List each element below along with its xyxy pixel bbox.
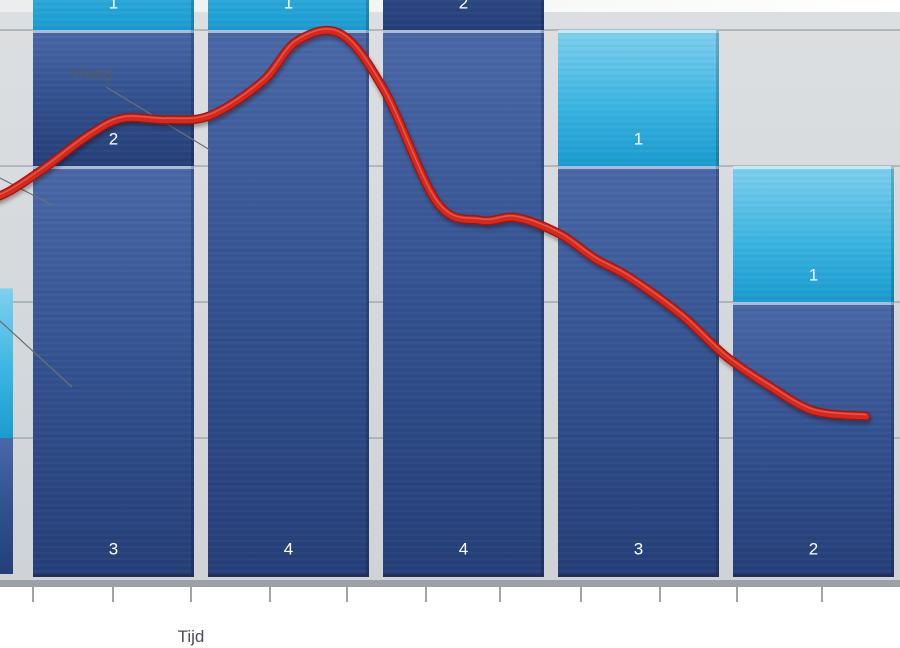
bar-segment-texture xyxy=(383,30,544,574)
bar-segment-highlight xyxy=(33,30,194,33)
x-axis-line xyxy=(0,580,900,587)
bar-segment-texture xyxy=(558,30,719,166)
bar-segment-texture xyxy=(383,0,544,30)
bar: 31 xyxy=(558,30,719,577)
x-axis-ticks xyxy=(32,587,823,602)
bar-segment xyxy=(0,438,13,574)
bar-segment xyxy=(0,288,13,438)
bar-value-label: 2 xyxy=(459,0,468,12)
bar-segment-shade xyxy=(716,166,719,574)
bar-segment-shade xyxy=(366,0,369,30)
line-label: Vraag xyxy=(70,65,112,82)
bar-segment-shade xyxy=(366,30,369,574)
x-axis-label: Tijd xyxy=(178,627,205,646)
bar-segment-highlight xyxy=(33,166,194,169)
bar-segment-texture xyxy=(733,302,894,574)
bar-segment-shade xyxy=(891,302,894,574)
bar-segment-shade xyxy=(891,166,894,302)
bar: 3 2 1 xyxy=(33,0,194,577)
bar-segment-shade xyxy=(716,30,719,166)
bar-value-label: 4 xyxy=(284,539,293,558)
demand-line-group xyxy=(0,25,871,421)
bar-segment-highlight xyxy=(733,166,894,169)
bar-value-label: 1 xyxy=(634,129,643,148)
bar-segment-texture xyxy=(33,30,194,166)
bar-segment-highlight xyxy=(733,302,894,305)
bar-segment-shade xyxy=(191,166,194,574)
bar-segment-shade xyxy=(541,30,544,574)
bar-segment-highlight xyxy=(558,166,719,169)
leader-line xyxy=(0,320,73,388)
bar-segment-texture xyxy=(33,166,194,574)
bar-base-shadow xyxy=(208,574,369,577)
bar-value-label: 1 xyxy=(809,265,818,284)
bar: 21 xyxy=(733,166,894,577)
bar-value-label: 2 xyxy=(109,129,118,148)
bar-partial xyxy=(0,288,13,574)
bar-base-shadow xyxy=(33,574,194,577)
bar-value-label: 1 xyxy=(284,0,293,12)
bar-segment-texture xyxy=(558,166,719,574)
bar-segment-texture xyxy=(733,166,894,302)
bar-segment-texture xyxy=(208,0,369,30)
demand-line-highlight xyxy=(0,28,867,416)
bar-value-label: 3 xyxy=(109,539,118,558)
leader-line xyxy=(0,177,53,206)
bar-segment-highlight xyxy=(558,30,719,33)
bar-segment-shade xyxy=(191,0,194,30)
bar-segment-texture xyxy=(33,0,194,30)
bar-base-shadow xyxy=(383,574,544,577)
bar: 41 xyxy=(208,0,369,577)
bar-group: 321414213121 xyxy=(0,0,894,577)
demand-line xyxy=(0,27,870,420)
bar-value-label: 2 xyxy=(809,539,818,558)
bar-value-label: 4 xyxy=(459,539,468,558)
bar-segment-highlight xyxy=(208,30,369,33)
bar-value-label: 3 xyxy=(634,539,643,558)
bar-segment-shade xyxy=(541,0,544,30)
bar-segment-highlight xyxy=(383,30,544,33)
bar-value-label: 1 xyxy=(109,0,118,12)
bar-segment-texture xyxy=(208,30,369,574)
bar: 421 xyxy=(383,0,544,577)
bar-segment-shade xyxy=(191,30,194,166)
bar-base-shadow xyxy=(733,574,894,577)
bar-base-shadow xyxy=(558,574,719,577)
